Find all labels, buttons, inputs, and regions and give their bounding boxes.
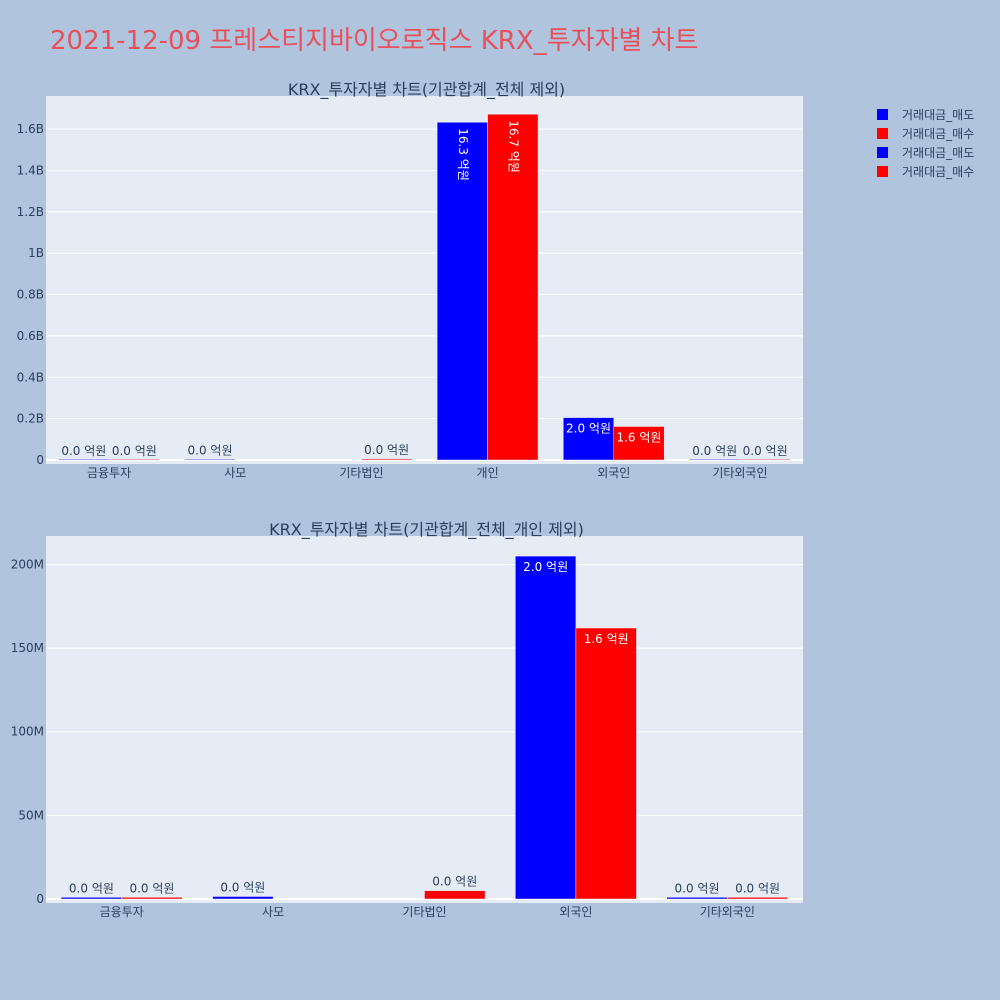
bar-buy[interactable] xyxy=(424,890,486,900)
x-tick-label: 금융투자 xyxy=(100,905,144,919)
y-tick-label: 150M xyxy=(11,641,44,655)
legend-item[interactable]: 거래대금_매도 xyxy=(877,146,974,160)
bar-buy[interactable] xyxy=(575,627,637,900)
bar-sell[interactable] xyxy=(60,897,122,900)
main-title: 2021-12-09 프레스티지바이오로직스 KRX_투자자별 차트 xyxy=(50,26,698,56)
y-tick-label: 50M xyxy=(18,808,44,822)
bar-sell[interactable] xyxy=(515,555,577,900)
y-tick-label: 0 xyxy=(36,892,44,906)
x-tick-label: 개인 xyxy=(477,466,499,480)
data-label: 0.0 억원 xyxy=(675,881,720,895)
legend-swatch xyxy=(877,166,888,177)
data-label: 0.0 억원 xyxy=(735,881,780,895)
bar-buy[interactable] xyxy=(727,897,789,900)
y-tick-label: 0.4B xyxy=(17,370,44,384)
data-label: 0.0 억원 xyxy=(188,444,233,458)
bar-buy[interactable] xyxy=(121,897,183,900)
y-tick-label: 200M xyxy=(11,557,44,571)
y-tick-label: 0.8B xyxy=(17,288,44,302)
chart-panel-1: 0 0.2B 0.4B 0.6B 0.8B 1B 1.2B 1.4B 1.6B KRX_투자자별 … xyxy=(17,80,803,480)
x-tick-label: 외국인 xyxy=(597,466,630,480)
legend-label: 거래대금_매수 xyxy=(902,165,974,179)
y-tick-label: 1.2B xyxy=(17,205,44,219)
legend-item[interactable]: 거래대금_매수 xyxy=(877,165,974,179)
bar-sell[interactable] xyxy=(58,458,110,461)
legend-label: 거래대금_매수 xyxy=(902,127,974,141)
legend-item[interactable]: 거래대금_매수 xyxy=(877,127,974,141)
bar-buy[interactable] xyxy=(739,458,791,461)
bar-buy[interactable] xyxy=(487,113,539,461)
bar-buy[interactable] xyxy=(108,458,160,461)
y-tick-label: 100M xyxy=(11,725,44,739)
data-label: 2.0 억원 xyxy=(523,560,568,574)
data-label: 2.0 억원 xyxy=(566,422,611,436)
bar-buy[interactable] xyxy=(613,426,665,461)
y-tick-label: 1.4B xyxy=(17,163,44,177)
data-label: 0.0 억원 xyxy=(692,444,737,458)
legend-swatch xyxy=(877,109,888,120)
bar-sell[interactable] xyxy=(212,896,274,900)
legend-item[interactable]: 거래대금_매도 xyxy=(877,108,974,122)
y-tick-label: 0.2B xyxy=(17,412,44,426)
x-tick-label: 사모 xyxy=(224,466,246,480)
data-label: 0.0 억원 xyxy=(112,444,157,458)
bar-sell[interactable] xyxy=(689,458,741,461)
data-label: 16.3 억원 xyxy=(456,128,470,181)
legend-label: 거래대금_매도 xyxy=(902,108,974,122)
y-tick-label: 0 xyxy=(36,453,44,467)
chart-panel-2: 0 50M 100M 150M 200M KRX_투자자별 차트(기관합계_전체_개인 제… xyxy=(11,520,803,919)
bar-buy[interactable] xyxy=(361,458,413,461)
data-label: 16.7 억원 xyxy=(506,120,520,173)
y-tick-label: 0.6B xyxy=(17,329,44,343)
x-tick-label: 기타외국인 xyxy=(700,905,755,919)
legend-label: 거래대금_매도 xyxy=(902,146,974,160)
data-label: 0.0 억원 xyxy=(432,875,477,889)
data-label: 0.0 억원 xyxy=(364,443,409,457)
x-tick-label: 금융투자 xyxy=(87,466,131,480)
x-tick-label: 사모 xyxy=(262,905,284,919)
x-tick-label: 기타법인 xyxy=(339,466,383,480)
data-label: 0.0 억원 xyxy=(743,444,788,458)
data-label: 1.6 억원 xyxy=(584,632,629,646)
data-label: 0.0 억원 xyxy=(61,444,106,458)
legend-swatch xyxy=(877,147,888,158)
bar-sell[interactable] xyxy=(563,417,614,461)
data-label: 1.6 억원 xyxy=(616,430,661,444)
bar-sell[interactable] xyxy=(666,897,728,900)
legend-swatch xyxy=(877,128,888,139)
data-label: 0.0 억원 xyxy=(69,881,114,895)
plot-area xyxy=(46,96,803,464)
subplot-title: KRX_투자자별 차트(기관합계_전체 제외) xyxy=(288,80,565,100)
data-label: 0.0 억원 xyxy=(129,881,174,895)
x-tick-label: 기타외국인 xyxy=(712,466,767,480)
y-tick-label: 1B xyxy=(28,246,44,260)
x-tick-label: 기타법인 xyxy=(402,905,446,919)
plot-area xyxy=(46,536,803,903)
data-label: 0.0 억원 xyxy=(220,880,265,894)
y-tick-label: 1.6B xyxy=(17,122,44,136)
bar-sell[interactable] xyxy=(184,458,236,461)
x-tick-label: 외국인 xyxy=(559,905,592,919)
subplot-title: KRX_투자자별 차트(기관합계_전체_개인 제외) xyxy=(269,520,584,540)
